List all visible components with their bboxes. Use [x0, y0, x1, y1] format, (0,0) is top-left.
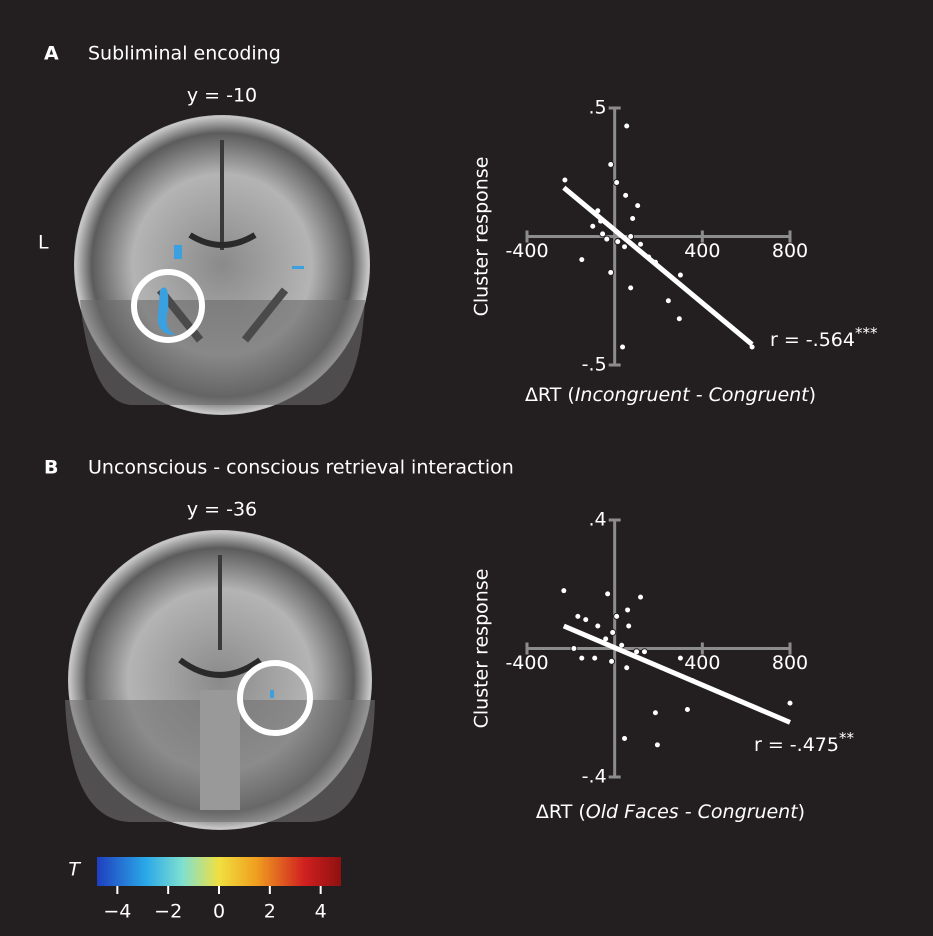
x-axis-label-part: ): [798, 801, 805, 823]
data-point: [590, 223, 596, 229]
data-point: [630, 216, 636, 222]
x-axis-label-part: Old Faces - Congruent: [586, 801, 799, 823]
data-point: [623, 192, 629, 198]
y-tick-label: .5: [589, 97, 607, 119]
data-point: [579, 257, 585, 263]
data-point: [614, 180, 620, 186]
colorbar-tick-label: −2: [154, 901, 182, 923]
colorbar-tick-label: 0: [213, 901, 225, 923]
data-point: [608, 162, 614, 168]
colorbar: [97, 857, 341, 886]
figure: A Subliminal encoding y = -10 L B Uncons…: [0, 0, 933, 936]
x-axis-label-part: ΔRT (: [525, 384, 575, 406]
data-point: [787, 700, 793, 706]
data-point: [592, 655, 598, 661]
x-axis-label-part: ): [809, 384, 816, 406]
data-point: [620, 344, 626, 350]
data-point: [610, 629, 616, 635]
y-tick-label: -.4: [582, 766, 607, 788]
data-point: [609, 658, 615, 664]
data-point: [624, 123, 630, 129]
y-tick-label: .4: [589, 509, 607, 531]
colorbar-tick-label: −4: [103, 901, 131, 923]
colorbar-tick-label: 4: [315, 901, 327, 923]
y-tick-label: -.5: [582, 354, 607, 376]
data-point: [625, 607, 631, 613]
x-axis-label-part: ΔRT (: [536, 801, 586, 823]
y-axis-label: Cluster response: [471, 569, 493, 729]
data-point: [652, 710, 658, 716]
data-point: [677, 272, 683, 278]
x-axis-label-part: Incongruent - Congruent: [575, 384, 810, 406]
data-point: [626, 623, 632, 629]
data-point: [622, 244, 628, 250]
colorbar-label: T: [68, 859, 81, 881]
data-point: [641, 649, 647, 655]
annotation-text: r = -.564: [770, 329, 855, 351]
panel-title: Unconscious - conscious retrieval intera…: [88, 457, 514, 479]
x-tick-label: 800: [772, 652, 808, 674]
data-point: [571, 646, 577, 652]
data-point: [638, 594, 644, 600]
annotation-sup: ***: [855, 324, 878, 342]
data-point: [615, 239, 621, 245]
data-point: [595, 623, 601, 629]
brain-slice-b: [65, 530, 375, 830]
data-point: [583, 617, 589, 623]
panel-letter: B: [44, 457, 58, 479]
x-tick-label: 400: [684, 652, 720, 674]
data-point: [676, 316, 682, 322]
data-point: [677, 655, 683, 661]
data-point: [600, 231, 606, 237]
data-point: [624, 665, 630, 671]
data-point: [561, 588, 567, 594]
data-point: [608, 269, 614, 275]
data-point: [579, 655, 585, 661]
x-tick-label: 400: [684, 240, 720, 262]
data-point: [635, 203, 641, 209]
x-tick-label: 800: [772, 240, 808, 262]
data-point: [614, 613, 620, 619]
data-point: [605, 591, 611, 597]
panel-letter: A: [44, 43, 59, 65]
colorbar-tick-label: 2: [264, 901, 276, 923]
slice-label: y = -10: [187, 85, 257, 107]
annotation-text: r = -.475: [754, 734, 839, 756]
data-point: [638, 241, 644, 247]
side-label: L: [38, 232, 49, 254]
data-point: [562, 177, 568, 183]
data-point: [684, 707, 690, 713]
x-tick-label: -400: [505, 240, 548, 262]
data-point: [654, 742, 660, 748]
data-point: [665, 298, 671, 304]
data-point: [622, 735, 628, 741]
data-point: [604, 236, 610, 242]
x-tick-label: -400: [505, 652, 548, 674]
panel-title: Subliminal encoding: [88, 43, 281, 65]
data-point: [628, 285, 634, 291]
y-axis-label: Cluster response: [471, 157, 493, 317]
brain-slice-a: [74, 115, 370, 415]
x-axis-label: ΔRT (Old Faces - Congruent): [536, 801, 805, 823]
slice-label: y = -36: [187, 499, 257, 521]
data-point: [575, 613, 581, 619]
annotation-sup: **: [839, 729, 855, 747]
x-axis-label: ΔRT (Incongruent - Congruent): [525, 384, 816, 406]
